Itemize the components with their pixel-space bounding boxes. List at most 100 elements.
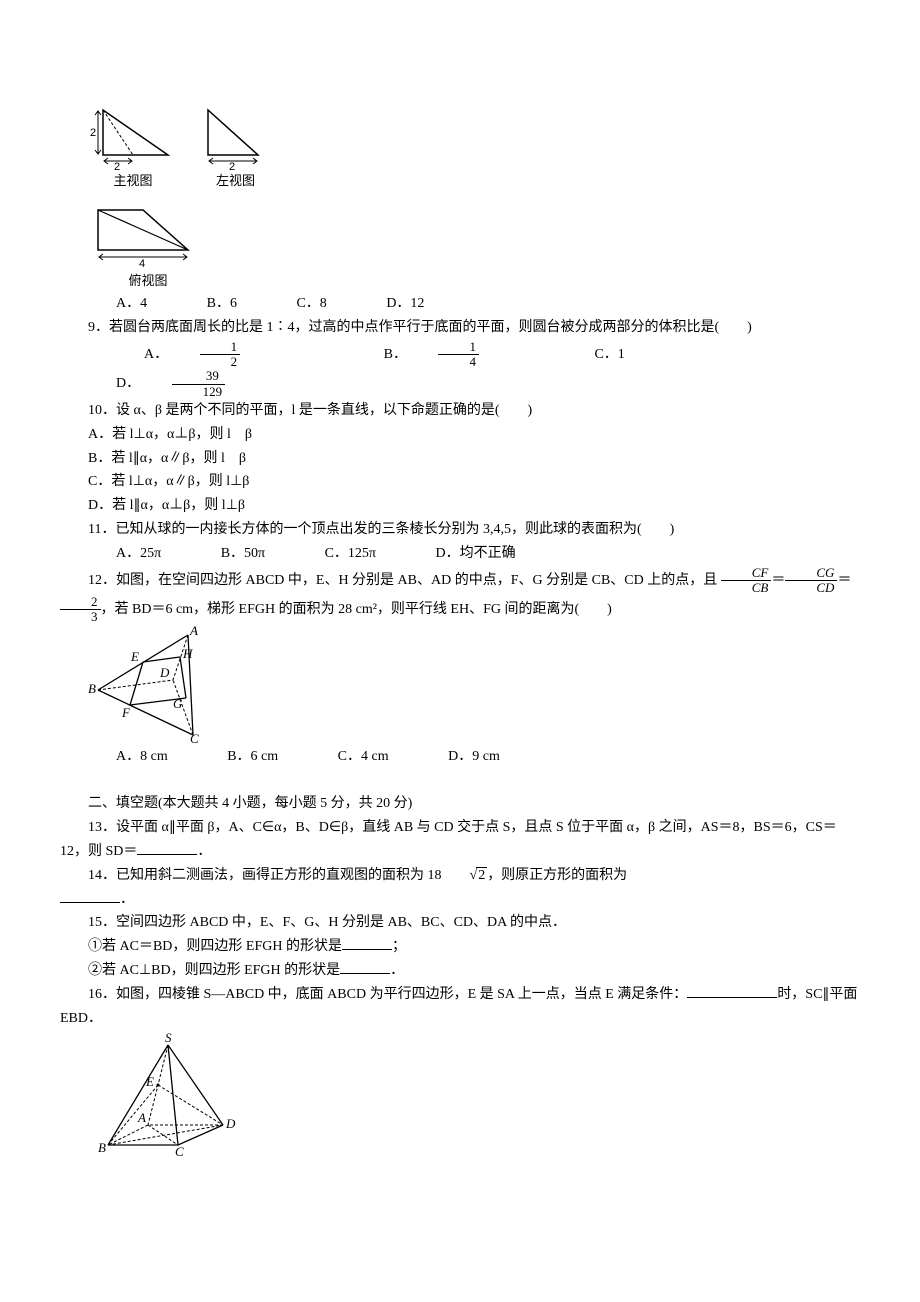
q9b-num: 1 [438,340,479,355]
top-view-svg: 4 [88,200,208,270]
lbl-S: S [165,1030,172,1045]
top-view: 4 俯视图 [88,200,208,292]
q15-2a: ②若 AC⊥BD，则四边形 EFGH 的形状是 [88,963,340,978]
q9-stem: 9．若圆台两底面周长的比是 1∶4，过高的中点作平行于底面的平面，则圆台被分成两… [60,316,860,340]
section-2: 二、填空题(本大题共 4 小题，每小题 5 分，共 20 分) [60,792,860,816]
lbl-A16: A [137,1110,146,1125]
q12-stem-b: ，若 BD＝6 cm，梯形 EFGH 的面积为 28 cm²，则平行线 EH、F… [101,602,612,617]
q9a-num: 1 [200,340,241,355]
q9-opt-c: C．1 [566,343,624,367]
q10-d: D．若 l∥α，α⊥β，则 l⊥β [60,494,860,518]
q14-line2: ． [60,888,860,912]
q14-a: 14．已知用斜二测画法，画得正方形的直观图的面积为 18 [88,868,442,883]
q9-opt-b: B． 14 [328,340,535,370]
lbl-D: D [159,665,170,680]
lbl-E: E [130,649,139,664]
lbl-G: G [173,696,183,711]
q8-opt-c: C．8 [268,292,326,316]
top-view-label: 俯视图 [88,270,208,292]
q10-b: B．若 l∥α，α∥β，则 l β [60,447,860,471]
q12-f1d: CB [721,581,772,595]
lbl-B16: B [98,1140,106,1155]
q15-stem: 15．空间四边形 ABCD 中，E、F、G、H 分别是 AB、BC、CD、DA … [60,911,860,935]
q13: 13．设平面 α∥平面 β，A、C∈α，B、D∈β，直线 AB 与 CD 交于点… [60,816,860,864]
q12-stem-a: 12．如图，在空间四边形 ABCD 中，E、H 分别是 AB、AD 的中点，F、… [88,573,717,588]
views-row-1: 2 2 主视图 2 左视图 [88,100,860,192]
q9d-label: D． [88,372,140,396]
q15-blank1[interactable] [342,935,392,950]
q9b-den: 4 [438,355,479,369]
lbl-C16: C [175,1144,184,1159]
q16-blank[interactable] [687,983,777,998]
q9a-label: A． [116,343,168,367]
q14-c: ． [120,892,134,907]
q10-a: A．若 l⊥α，α⊥β，则 l β [60,423,860,447]
q13-blank[interactable] [137,840,197,855]
q12-svg: A B C D E F G H [88,625,238,745]
left-view-svg: 2 [198,100,273,170]
q16-svg: S A B C D E [88,1030,248,1160]
q15-1b: ； [392,939,406,954]
q13-b: ． [197,844,211,859]
q12-d: D．9 cm [420,745,500,769]
views-row-2: 4 俯视图 [88,200,860,292]
lbl-E16: E [145,1074,154,1089]
q11-c: C．125π [297,542,376,566]
q15-1a: ①若 AC＝BD，则四边形 EFGH 的形状是 [88,939,342,954]
q14-sqrt: 2 [476,867,487,883]
q9-opt-a: A． 12 [88,340,296,370]
q9d-num: 39 [172,369,226,384]
q12-f1n: CF [721,566,772,581]
q12-f2n: CG [785,566,837,581]
q10-stem: 10．设 α、β 是两个不同的平面，l 是一条直线，以下命题正确的是( ) [60,399,860,423]
q12-a: A．8 cm [88,745,168,769]
q8-opt-a: A．4 [88,292,147,316]
lbl-B: B [88,681,96,696]
left-view: 2 左视图 [198,100,273,192]
q9-opt-d: D． 39129 [60,369,281,399]
q12-f2d: CD [785,581,837,595]
q15-blank2[interactable] [340,959,390,974]
sqrt-icon: 2 [442,864,488,888]
q11-a: A．25π [88,542,161,566]
q8-opt-b: B．6 [179,292,237,316]
q9-options: A． 12 B． 14 C．1 D． 39129 [60,340,860,399]
q16: 16．如图，四棱锥 S—ABCD 中，底面 ABCD 为平行四边形，E 是 SA… [60,983,860,1031]
q15-1: ①若 AC＝BD，则四边形 EFGH 的形状是 ； [60,935,860,959]
q8-options: A．4 B．6 C．8 D．12 [60,292,860,316]
q10-c: C．若 l⊥α，α∥β，则 l⊥β [60,470,860,494]
q8-opt-d: D．12 [358,292,424,316]
q9a-den: 2 [200,355,241,369]
main-view-svg: 2 2 [88,100,178,170]
q14-blank[interactable] [60,888,120,903]
dim-2l: 2 [229,161,235,170]
q16-a: 16．如图，四棱锥 S—ABCD 中，底面 ABCD 为平行四边形，E 是 SA… [88,987,687,1002]
lbl-A: A [189,625,198,638]
q9d-den: 129 [172,385,226,399]
q11-b: B．50π [193,542,265,566]
main-view-label: 主视图 [88,170,178,192]
q12-c: C．4 cm [310,745,389,769]
q16-figure: S A B C D E [88,1030,860,1160]
q12-f3d: 3 [60,610,101,624]
left-view-label: 左视图 [198,170,273,192]
q12-b: B．6 cm [199,745,278,769]
q15-2b: ． [390,963,404,978]
lbl-F: F [121,705,131,720]
q12-f3n: 2 [60,595,101,610]
q11-stem: 11．已知从球的一内接长方体的一个顶点出发的三条棱长分别为 3,4,5，则此球的… [60,518,860,542]
main-view: 2 2 主视图 [88,100,178,192]
q9b-label: B． [356,343,407,367]
q11-options: A．25π B．50π C．125π D．均不正确 [60,542,860,566]
lbl-H: H [182,646,193,661]
dim-4: 4 [139,258,145,270]
q14-b: ，则原正方形的面积为 [487,868,627,883]
q12-options: A．8 cm B．6 cm C．4 cm D．9 cm [60,745,860,769]
q14: 14．已知用斜二测画法，画得正方形的直观图的面积为 18 2，则原正方形的面积为 [60,864,860,888]
q12-figure: A B C D E F G H [88,625,860,745]
q15-2: ②若 AC⊥BD，则四边形 EFGH 的形状是 ． [60,959,860,983]
lbl-D16: D [225,1116,236,1131]
q11-d: D．均不正确 [408,542,516,566]
dim-2v: 2 [90,127,96,139]
q12-stem: 12．如图，在空间四边形 ABCD 中，E、H 分别是 AB、AD 的中点，F、… [60,566,860,625]
